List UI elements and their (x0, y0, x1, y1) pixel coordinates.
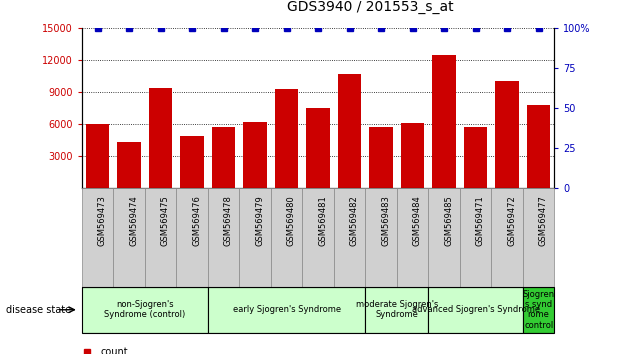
Bar (365, 287, 428, 333)
Bar (180, 136, 204, 188)
Text: advanced Sjogren's Syndrome: advanced Sjogren's Syndrome (411, 305, 540, 314)
Text: disease state: disease state (6, 305, 71, 315)
Bar (82, 287, 208, 333)
Bar (428, 188, 460, 287)
Text: GSM569473: GSM569473 (98, 195, 106, 246)
Bar (271, 188, 302, 287)
Bar (491, 188, 523, 287)
Bar (338, 74, 362, 188)
Bar (176, 188, 208, 287)
Text: Sjogren
s synd
rome
control: Sjogren s synd rome control (523, 290, 554, 330)
Text: GSM569484: GSM569484 (413, 195, 421, 246)
Bar (208, 287, 365, 333)
Text: GSM569481: GSM569481 (318, 195, 327, 246)
Text: GSM569479: GSM569479 (255, 195, 264, 246)
Bar (243, 122, 267, 188)
Text: GSM569485: GSM569485 (444, 195, 453, 246)
Text: GSM569478: GSM569478 (224, 195, 232, 246)
Bar (117, 142, 141, 188)
Text: GSM569477: GSM569477 (539, 195, 547, 246)
Bar (432, 55, 456, 188)
Text: GDS3940 / 201553_s_at: GDS3940 / 201553_s_at (287, 0, 453, 14)
Text: GSM569476: GSM569476 (192, 195, 201, 246)
Bar (334, 188, 365, 287)
Text: GSM569475: GSM569475 (161, 195, 169, 246)
Bar (523, 287, 554, 333)
Bar (428, 287, 523, 333)
Bar (306, 108, 330, 188)
Bar (275, 89, 299, 188)
Bar (86, 124, 110, 188)
Bar (145, 188, 176, 287)
Bar (149, 88, 173, 188)
Text: non-Sjogren's
Syndrome (control): non-Sjogren's Syndrome (control) (105, 300, 185, 319)
Bar (523, 188, 554, 287)
Bar (212, 127, 236, 188)
Bar (113, 188, 145, 287)
Bar (369, 127, 393, 188)
Text: GSM569472: GSM569472 (507, 195, 516, 246)
Text: GSM569483: GSM569483 (381, 195, 390, 246)
Bar (495, 81, 519, 188)
Bar (239, 188, 271, 287)
Bar (365, 188, 397, 287)
Bar (460, 188, 491, 287)
Text: moderate Sjogren's
Syndrome: moderate Sjogren's Syndrome (356, 300, 438, 319)
Text: GSM569482: GSM569482 (350, 195, 358, 246)
Bar (401, 123, 425, 188)
Bar (302, 188, 334, 287)
Bar (464, 127, 488, 188)
Bar (82, 188, 113, 287)
Text: GSM569480: GSM569480 (287, 195, 295, 246)
Text: GSM569471: GSM569471 (476, 195, 484, 246)
Text: early Sjogren's Syndrome: early Sjogren's Syndrome (232, 305, 341, 314)
Text: GSM569474: GSM569474 (129, 195, 138, 246)
Text: count: count (101, 347, 129, 354)
Bar (527, 105, 551, 188)
Bar (397, 188, 428, 287)
Bar (208, 188, 239, 287)
